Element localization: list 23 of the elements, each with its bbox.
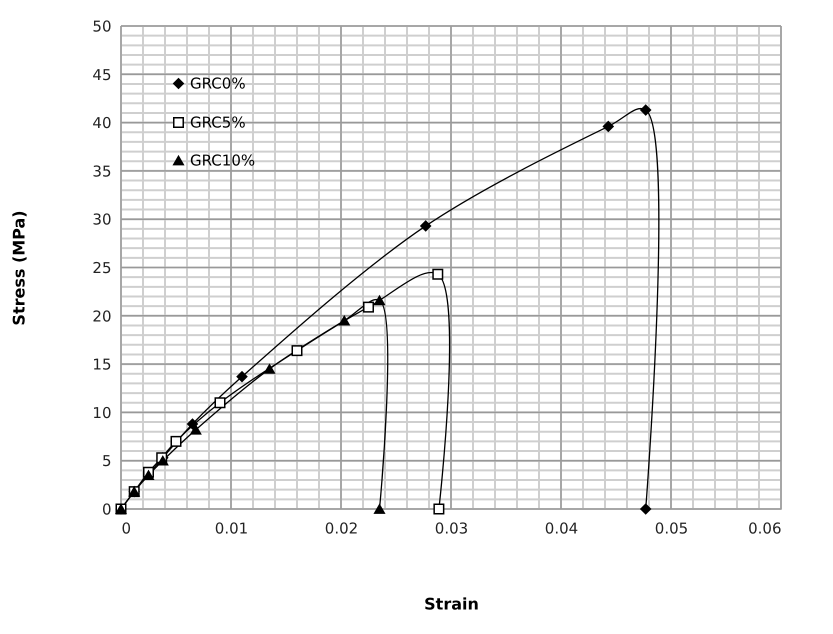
y-tick-label: 20 — [92, 307, 112, 326]
x-tick-label: 0.03 — [434, 520, 468, 538]
y-tick-label: 30 — [92, 210, 112, 229]
y-tick-label: 0 — [102, 500, 112, 518]
x-tick-label: 0.02 — [324, 520, 358, 538]
x-axis-title: Strain — [424, 594, 479, 614]
y-tick-label: 40 — [92, 114, 112, 132]
y-tick-label: 25 — [92, 259, 112, 277]
x-tick-label: 0.06 — [748, 520, 782, 538]
y-tick-label: 15 — [92, 356, 112, 374]
y-tick-label: 50 — [92, 18, 112, 36]
legend-label: GRC5% — [190, 114, 246, 132]
x-tick-label: 0.01 — [214, 520, 248, 538]
legend-label: GRC10% — [190, 152, 256, 170]
x-tick-label: 0.05 — [654, 520, 688, 538]
x-tick-label: 0.04 — [544, 520, 578, 538]
y-tick-label: 10 — [92, 404, 112, 422]
y-tick-label: 35 — [92, 162, 112, 180]
y-tick-label: 5 — [102, 452, 112, 470]
y-tick-label: 45 — [92, 66, 112, 84]
legend-label: GRC0% — [190, 74, 246, 92]
x-tick-label: 0 — [122, 520, 132, 538]
y-axis-title: Stress (MPa) — [9, 210, 28, 326]
